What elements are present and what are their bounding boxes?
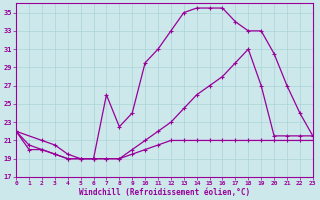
X-axis label: Windchill (Refroidissement éolien,°C): Windchill (Refroidissement éolien,°C) <box>79 188 250 197</box>
